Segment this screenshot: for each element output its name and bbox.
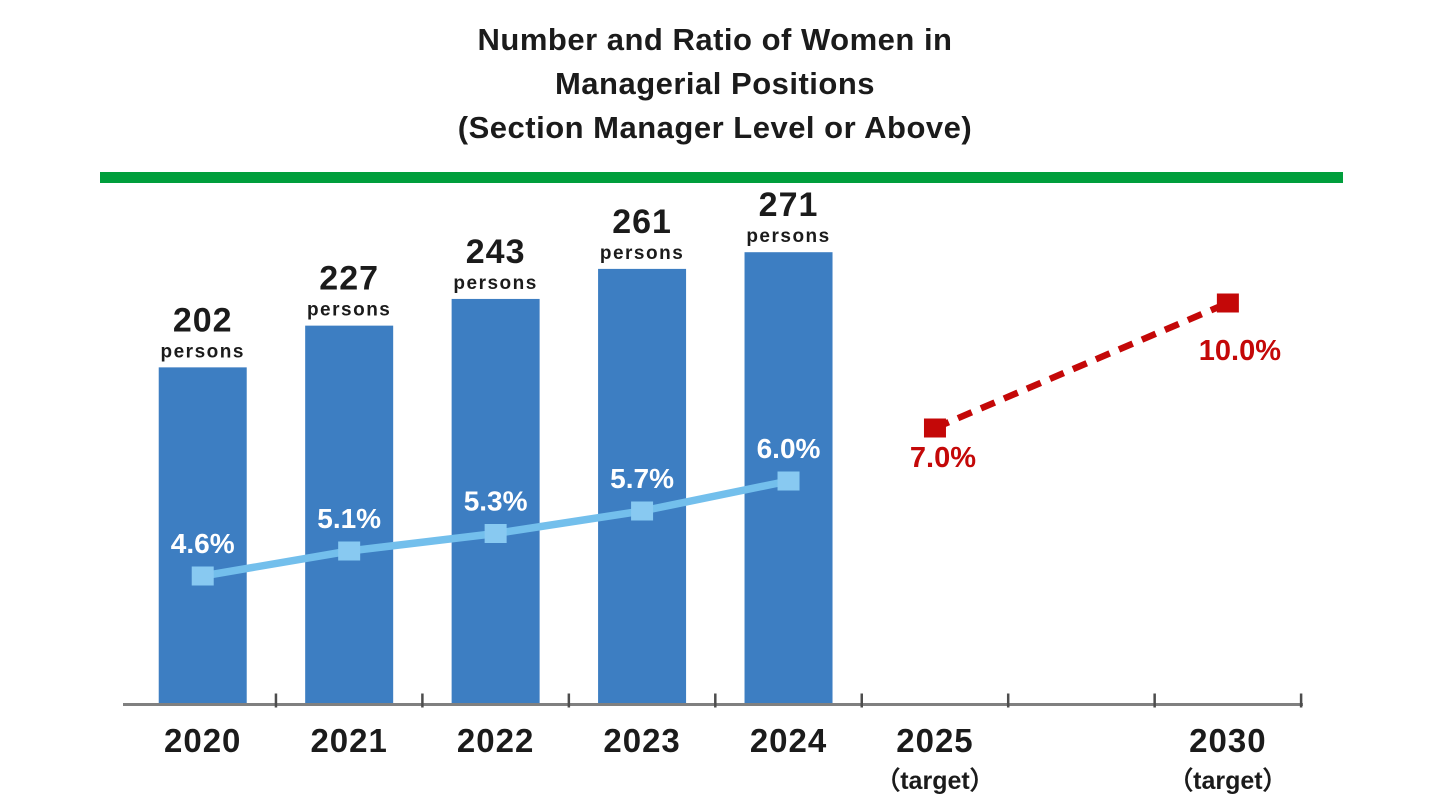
bar-2023	[598, 268, 687, 705]
target-label-2030: 10.0%	[1199, 335, 1281, 367]
year-label-2020: 2020	[164, 722, 241, 759]
year-label-2023: 2023	[603, 722, 680, 759]
bar-2022	[451, 298, 540, 705]
chart-title-line3: (Section Manager Level or Above)	[457, 110, 973, 145]
target-sublabel-2030: （target）	[1168, 766, 1287, 795]
year-label-2022: 2022	[457, 722, 534, 759]
target-ratio-line	[933, 300, 1230, 431]
bar-unit-label-2024: persons	[746, 226, 830, 247]
bar-unit-label-2021: persons	[307, 300, 391, 321]
ratio-label-2024: 6.0%	[757, 433, 821, 464]
marker-2021	[338, 541, 361, 561]
year-label-2021: 2021	[310, 722, 387, 759]
marker-2024	[777, 471, 800, 491]
target-marker-2025	[923, 418, 946, 438]
bar-value-label-2020: 202	[173, 301, 233, 339]
target-marker-2030	[1216, 293, 1239, 313]
bar-value-label-2022: 243	[466, 233, 526, 271]
bar-value-label-2024: 271	[759, 186, 819, 224]
marker-2022	[484, 524, 507, 543]
ratio-label-2022: 5.3%	[464, 486, 528, 517]
bar-2020	[158, 367, 247, 705]
bar-2021	[305, 325, 394, 705]
bar-unit-label-2022: persons	[453, 273, 537, 294]
target-sublabel-2025: （target）	[875, 766, 994, 795]
ratio-label-2021: 5.1%	[317, 503, 381, 534]
target-label-2025: 7.0%	[910, 442, 976, 474]
year-label-2024: 2024	[750, 722, 827, 759]
chart-title-line1: Number and Ratio of Women in	[477, 22, 953, 57]
year-label-2030: 2030	[1189, 722, 1266, 759]
green-divider	[100, 172, 1343, 183]
marker-2023	[631, 501, 654, 521]
bar-unit-label-2020: persons	[161, 341, 245, 362]
chart-title-line2: Managerial Positions	[554, 66, 876, 101]
ratio-label-2020: 4.6%	[171, 528, 235, 559]
marker-2020	[191, 566, 214, 586]
bar-value-label-2023: 261	[612, 203, 672, 241]
bar-unit-label-2023: persons	[600, 243, 684, 264]
ratio-label-2023: 5.7%	[610, 463, 674, 494]
year-label-2025: 2025	[896, 722, 973, 759]
bar-value-label-2021: 227	[319, 260, 379, 298]
chart-title: Number and Ratio of Women in Managerial …	[0, 18, 1430, 150]
